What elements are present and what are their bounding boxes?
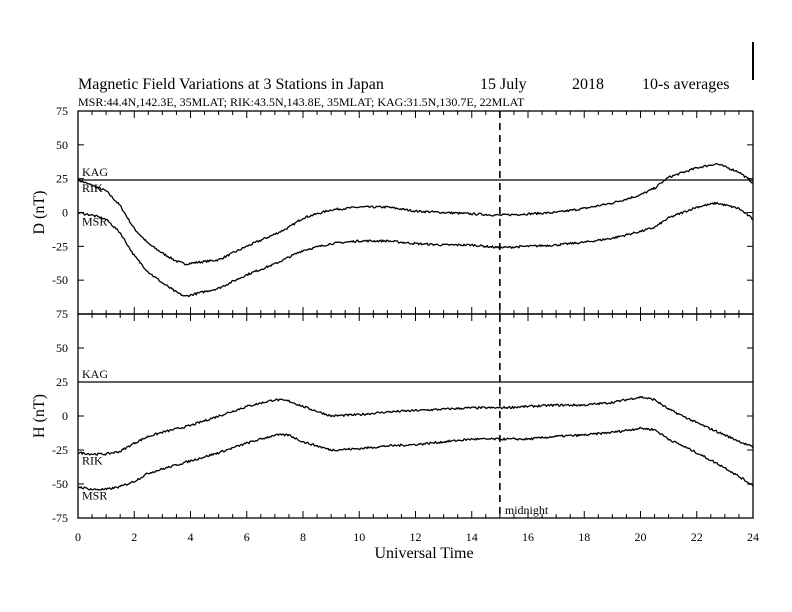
x-tick-label: 16	[522, 530, 534, 544]
series-msr-line	[77, 201, 754, 298]
x-tick-label: 6	[244, 530, 250, 544]
series-rik-label: RIK	[82, 454, 103, 468]
y-tick-label: -50	[52, 273, 68, 287]
plot-layer: 75 50 25 0 -25 -50 D (nT) KAG RIK MSR 75 50 25 0 -25 -5…	[31, 104, 759, 544]
chart-date-year: 2018	[572, 76, 604, 93]
y-axis-label-2: H (nT)	[31, 394, 48, 438]
series-rik-line	[77, 162, 754, 266]
x-tick-label: 4	[188, 530, 194, 544]
x-tick-label: 24	[747, 530, 759, 544]
series-msr-line	[77, 426, 754, 491]
x-tick-label: 2	[131, 530, 137, 544]
y-tick-label: 50	[56, 341, 68, 355]
midnight-label: midnight	[505, 503, 549, 517]
x-tick-label: 12	[410, 530, 422, 544]
x-tick-label: 20	[635, 530, 647, 544]
x-tick-label: 18	[578, 530, 590, 544]
chart-date-day: 15 July	[480, 76, 527, 93]
y-tick-label: 75	[56, 307, 68, 321]
x-tick-label: 14	[466, 530, 478, 544]
y-tick-label: 75	[56, 104, 68, 118]
panel-frame-2	[77, 313, 754, 519]
y-tick-label: 25	[56, 172, 68, 186]
y-tick-label: 0	[62, 409, 68, 423]
y-tick-label: 0	[62, 206, 68, 220]
x-tick-label: 8	[300, 530, 306, 544]
y-tick-label: 25	[56, 375, 68, 389]
y-tick-label: -25	[52, 443, 68, 457]
series-kag-label: KAG	[82, 367, 108, 381]
x-tick-label: 0	[75, 530, 81, 544]
x-axis-label: Universal Time	[374, 545, 473, 562]
chart-averaging: 10-s averages	[642, 76, 730, 93]
y-tick-label: -25	[52, 239, 68, 253]
x-tick-label: 22	[691, 530, 703, 544]
series-msr-label: MSR	[82, 215, 107, 229]
series-msr-label: MSR	[82, 489, 107, 503]
series-kag-label: KAG	[82, 165, 108, 179]
panel-frame-1	[77, 110, 754, 315]
y-tick-label: 50	[56, 138, 68, 152]
station-coordinates-line: MSR:44.4N,142.3E, 35MLAT; RIK:43.5N,143.…	[78, 95, 525, 109]
x-tick-label: 10	[353, 530, 365, 544]
y-axis-label-1: D (nT)	[31, 191, 48, 235]
chart-title: Magnetic Field Variations at 3 Stations …	[78, 76, 384, 93]
y-tick-label: -75	[52, 511, 68, 525]
series-rik-line	[77, 395, 754, 456]
series-rik-label: RIK	[82, 181, 103, 195]
y-tick-label: -50	[52, 477, 68, 491]
